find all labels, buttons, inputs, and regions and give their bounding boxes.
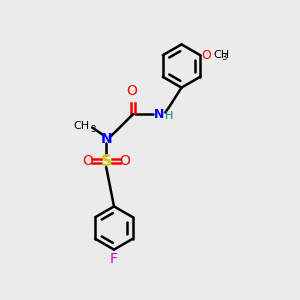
Text: O: O — [202, 49, 212, 62]
Text: H: H — [165, 111, 174, 122]
Text: CH: CH — [213, 50, 229, 60]
Text: 3: 3 — [221, 52, 227, 62]
Text: S: S — [101, 154, 112, 169]
Text: O: O — [82, 154, 93, 168]
Text: N: N — [154, 107, 164, 121]
Text: O: O — [126, 84, 137, 98]
Text: 3: 3 — [90, 124, 96, 134]
Text: O: O — [119, 154, 130, 168]
Text: F: F — [110, 252, 118, 266]
Text: CH: CH — [74, 121, 90, 131]
Text: N: N — [100, 132, 112, 145]
